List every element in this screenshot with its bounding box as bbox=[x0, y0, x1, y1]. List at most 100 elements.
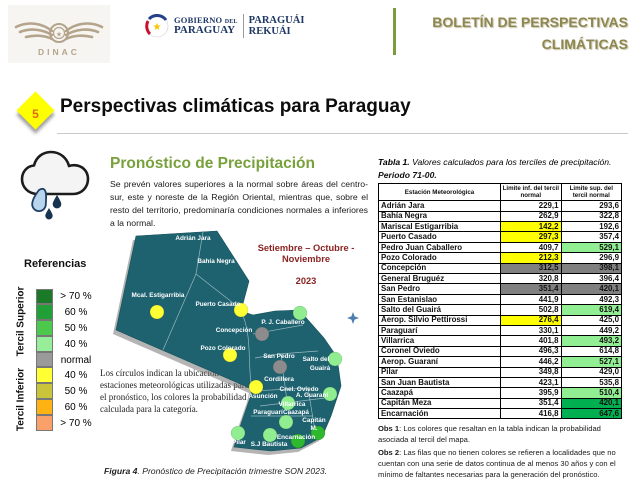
station-label: Encarnación bbox=[277, 434, 315, 441]
station-dot-yellow bbox=[222, 347, 238, 363]
station-name: Pedro Juan Caballero bbox=[377, 241, 502, 254]
station-label: Cnel. Oviedo bbox=[279, 386, 318, 393]
table-row: Paraguarí 330,1 449,2 bbox=[377, 324, 623, 337]
legend-label: > 70 % bbox=[60, 417, 92, 429]
legend-item: 40 % bbox=[36, 367, 99, 384]
table-row: Concepción 312,5 398,1 bbox=[377, 262, 623, 275]
legend-swatch bbox=[36, 383, 53, 400]
station-label: Salto del bbox=[303, 356, 330, 363]
gobierno-paraguay-logo: ★ GOBIERNO DEL PARAGUAY PARAGUÁI REKUÁI bbox=[145, 14, 304, 38]
station-name: Salto del Guairá bbox=[377, 304, 502, 316]
table-row: Bahía Negra 262,9 322,8 bbox=[377, 210, 623, 223]
legend-swatch bbox=[36, 351, 53, 368]
forecast-heading: Pronóstico de Precipitación bbox=[110, 155, 315, 172]
legend-label: 50 % bbox=[64, 386, 88, 398]
station-label: Capitán bbox=[302, 417, 326, 424]
legend-label: > 70 % bbox=[60, 291, 92, 303]
legend-swatch bbox=[36, 414, 53, 431]
limite-sup-value: 420,1 bbox=[560, 283, 623, 295]
station-dots bbox=[149, 302, 343, 449]
table-row: San Juan Bautista 423,1 535,8 bbox=[377, 376, 623, 389]
station-labels: Adrián Jara Bahía Negra Mcal. Estigarribia… bbox=[132, 235, 331, 448]
limite-inf-value: 276,4 bbox=[500, 314, 562, 326]
gov-line3: PARAGUÁI bbox=[248, 14, 305, 26]
table-row: Aerop. Guaraní 446,2 527,1 bbox=[377, 356, 623, 368]
limite-inf-value: 320,8 bbox=[500, 272, 562, 285]
legend-swatch bbox=[36, 367, 53, 384]
station-name: San Juan Bautista bbox=[377, 376, 502, 389]
bulletin-title: BOLETÍN DE PERSPECTIVAS CLIMÁTICAS bbox=[432, 14, 628, 52]
limite-inf-value: 330,1 bbox=[500, 324, 562, 337]
table-row: Pedro Juan Caballero 409,7 529,1 bbox=[377, 241, 623, 254]
limite-inf-value: 351,4 bbox=[500, 397, 562, 410]
limite-sup-value: 420,1 bbox=[560, 397, 623, 410]
legend-swatch bbox=[36, 288, 53, 305]
gov-line2: PARAGUAY bbox=[174, 24, 236, 36]
limite-inf-value: 502,8 bbox=[500, 304, 562, 316]
limite-inf-value: 423,1 bbox=[500, 376, 562, 389]
limite-inf-value: 349,8 bbox=[500, 366, 562, 378]
limite-inf-value: 297,3 bbox=[500, 231, 562, 243]
station-label: A. Guaraní bbox=[296, 392, 329, 399]
station-dot-green bbox=[310, 425, 326, 441]
station-label: Concepción bbox=[216, 327, 253, 334]
limite-sup-value: 357,4 bbox=[560, 231, 623, 243]
limite-sup-value: 614,8 bbox=[560, 345, 623, 358]
table-row: Puerto Casado 297,3 357,4 bbox=[377, 231, 623, 243]
map-period: Setiembre – Octubre - Noviembre 2023 bbox=[257, 243, 355, 287]
legend-item: 60 % bbox=[36, 304, 99, 321]
station-name: Aerop. Silvio Pettirossi bbox=[377, 314, 502, 326]
legend-item: > 70 % bbox=[36, 288, 99, 305]
forecast-body: Se prevén valores superiores a la normal… bbox=[110, 179, 368, 229]
observations: Obs 1: Los colores que resaltan en la ta… bbox=[378, 424, 626, 483]
svg-text:★: ★ bbox=[153, 22, 162, 33]
legend-label: 60 % bbox=[64, 401, 88, 413]
limite-inf-value: 441,9 bbox=[500, 293, 562, 306]
limite-inf-value: 229,1 bbox=[500, 200, 562, 212]
limite-inf-value: 351,4 bbox=[500, 283, 562, 295]
col-limite-inf: Limite inf. del tercil normal bbox=[500, 182, 562, 202]
station-dot-lightgreen bbox=[322, 386, 338, 402]
limite-sup-value: 449,2 bbox=[560, 324, 623, 337]
station-name: Capitán Meza bbox=[377, 397, 502, 410]
station-dot-lightgreen bbox=[280, 395, 296, 411]
station-name: Puerto Casado bbox=[377, 231, 502, 243]
legend-label: normal bbox=[60, 354, 92, 366]
gobierno-emblem-icon: ★ bbox=[145, 14, 169, 38]
station-name: Pilar bbox=[377, 366, 502, 378]
station-label: Puerto Casado bbox=[195, 301, 240, 308]
station-name: Coronel Oviedo bbox=[377, 345, 502, 358]
station-name: San Pedro bbox=[377, 283, 502, 295]
limite-sup-value: 492,3 bbox=[560, 293, 623, 306]
svg-text:DINAC: DINAC bbox=[38, 47, 80, 57]
limite-inf-value: 212,3 bbox=[500, 252, 562, 264]
limite-inf-value: 446,2 bbox=[500, 356, 562, 368]
station-dot-gray bbox=[254, 326, 270, 342]
station-label: San Pedro bbox=[263, 353, 295, 360]
table-row: Mariscal Estigarribia 142,2 192,6 bbox=[377, 221, 623, 233]
limite-sup-value: 527,1 bbox=[560, 356, 623, 368]
legend-item: 50 % bbox=[36, 320, 99, 337]
station-name: San Estanislao bbox=[377, 293, 502, 306]
station-dot-lightgreen bbox=[292, 305, 308, 321]
limite-sup-value: 619,4 bbox=[560, 304, 623, 316]
station-name: Encarnación bbox=[377, 408, 502, 420]
station-dot-green bbox=[290, 433, 306, 449]
station-dot-lightgreen bbox=[278, 414, 294, 430]
station-name: Pozo Colorado bbox=[377, 252, 502, 264]
observation: Obs 2: Las filas que no tienen colores s… bbox=[378, 448, 616, 479]
table-row: Capitán Meza 351,4 420,1 bbox=[377, 397, 623, 410]
station-name: Adrián Jara bbox=[377, 200, 502, 212]
col-limite-sup: Limite sup. del tercil normal bbox=[560, 182, 623, 202]
page-title: Perspectivas climáticas para Paraguay bbox=[60, 96, 411, 117]
limite-sup-value: 510,4 bbox=[560, 387, 623, 399]
map-note: Los círculos indican la ubicación de las… bbox=[100, 368, 249, 415]
limite-sup-value: 398,1 bbox=[560, 262, 623, 275]
station-dot-gray bbox=[272, 359, 288, 375]
station-label: Villarrica bbox=[279, 401, 306, 408]
table-row: Caazapá 395,9 510,4 bbox=[377, 387, 623, 399]
limite-sup-value: 396,4 bbox=[560, 272, 623, 285]
limite-inf-value: 262,9 bbox=[500, 210, 562, 223]
gov-line1: GOBIERNO DEL bbox=[174, 15, 238, 25]
